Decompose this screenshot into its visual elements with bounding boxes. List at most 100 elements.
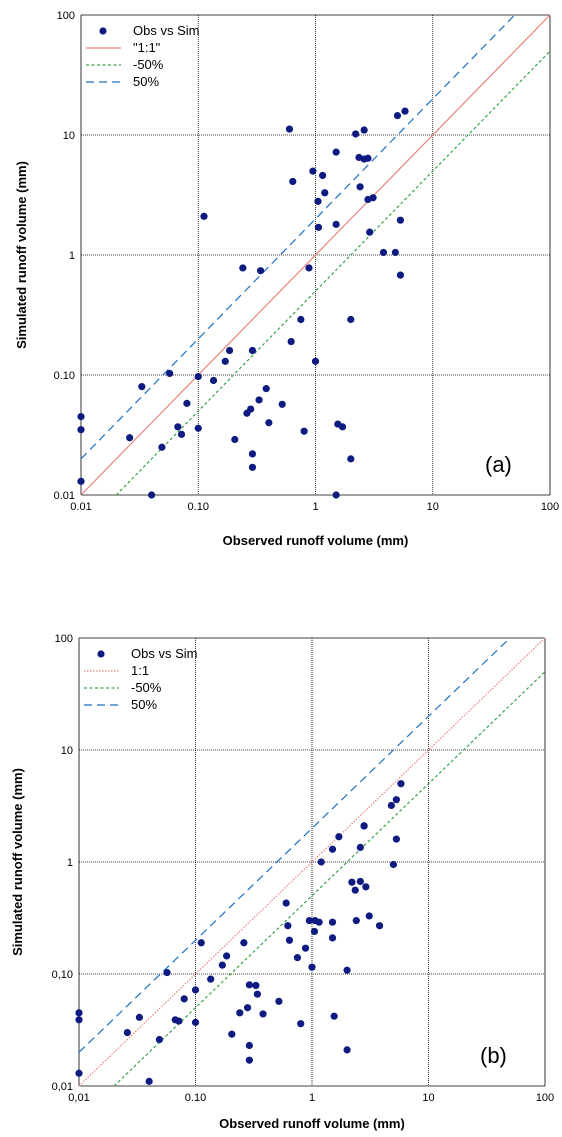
data-point xyxy=(397,780,405,788)
y-tick-label: 100 xyxy=(55,633,73,645)
x-tick-label: 1 xyxy=(312,501,318,513)
data-point xyxy=(147,491,156,499)
data-point xyxy=(275,997,283,1005)
data-point xyxy=(366,228,374,236)
y-tick-label: 1 xyxy=(67,857,73,869)
reference-line xyxy=(80,14,551,496)
data-point xyxy=(314,223,323,231)
data-point xyxy=(379,248,388,257)
data-point xyxy=(191,1018,200,1026)
data-point xyxy=(301,944,310,952)
data-point xyxy=(256,267,265,275)
data-point xyxy=(347,315,355,324)
data-point xyxy=(293,954,302,962)
data-point xyxy=(284,922,292,930)
data-point xyxy=(287,337,295,346)
data-point xyxy=(163,968,171,977)
data-point xyxy=(343,966,351,974)
data-point xyxy=(343,1046,351,1054)
data-point xyxy=(207,975,215,983)
data-point xyxy=(393,112,402,120)
data-point xyxy=(309,167,317,175)
data-point xyxy=(396,216,405,224)
data-point xyxy=(265,419,273,427)
y-tick-label: 1 xyxy=(69,250,75,262)
data-point xyxy=(243,1004,252,1012)
data-point xyxy=(392,796,400,804)
y-tick-label: 0.10 xyxy=(54,370,75,382)
data-point xyxy=(228,1030,236,1038)
data-point xyxy=(191,986,200,994)
data-point xyxy=(77,426,85,434)
data-point xyxy=(365,912,373,920)
data-point xyxy=(138,383,146,391)
data-point xyxy=(300,427,308,435)
data-point xyxy=(252,981,260,990)
x-axis-label: Observed runoff volume (mm) xyxy=(223,533,409,548)
data-point xyxy=(231,435,239,444)
data-point xyxy=(223,952,231,960)
data-point xyxy=(328,934,337,942)
x-tick-label: 100 xyxy=(536,1092,554,1104)
data-point xyxy=(392,835,400,843)
data-point xyxy=(360,126,368,134)
data-point xyxy=(362,883,370,891)
data-point xyxy=(255,396,263,404)
data-point xyxy=(248,450,257,458)
data-point xyxy=(194,424,202,432)
legend-label: Obs vs Sim xyxy=(133,23,199,38)
x-tick-label: 10 xyxy=(422,1092,434,1104)
x-tick-label: 0.10 xyxy=(185,1092,206,1104)
x-tick-label: 10 xyxy=(427,501,439,513)
data-point xyxy=(183,399,191,407)
y-tick-label: 10 xyxy=(63,130,75,142)
data-point xyxy=(262,385,270,393)
legend-label: -50% xyxy=(133,57,164,72)
data-point xyxy=(135,1013,144,1021)
y-tick-label: 0,01 xyxy=(52,1081,73,1093)
data-point xyxy=(278,400,286,408)
legend-label: "1:1" xyxy=(133,40,161,55)
data-point xyxy=(245,981,253,989)
data-point xyxy=(253,990,262,998)
reference-line xyxy=(115,50,551,496)
data-point xyxy=(297,1020,305,1028)
data-point xyxy=(240,939,248,947)
panel-label: (a) xyxy=(485,452,512,477)
data-point xyxy=(77,413,85,421)
data-point xyxy=(328,845,337,853)
legend-label: -50% xyxy=(131,680,162,695)
data-point xyxy=(221,357,229,365)
data-point xyxy=(347,455,355,463)
legend-label: 50% xyxy=(131,697,157,712)
data-point xyxy=(197,939,205,947)
data-point xyxy=(338,423,347,431)
data-point xyxy=(145,1077,153,1085)
data-point xyxy=(282,899,290,907)
data-point xyxy=(175,1017,183,1025)
data-point xyxy=(285,125,294,133)
data-point xyxy=(401,107,409,115)
legend-marker xyxy=(97,650,105,658)
x-tick-label: 1 xyxy=(309,1092,315,1104)
data-point xyxy=(158,443,166,451)
data-point xyxy=(289,177,297,186)
x-axis-label: Observed runoff volume (mm) xyxy=(219,1116,405,1131)
data-point xyxy=(396,271,405,279)
data-point xyxy=(218,961,226,969)
data-point xyxy=(248,463,257,471)
data-point xyxy=(209,376,218,385)
data-point xyxy=(200,212,208,220)
x-tick-label: 0,01 xyxy=(68,1092,89,1104)
y-axis-label: Simulated runoff volume (mm) xyxy=(14,161,29,349)
data-point xyxy=(75,1069,83,1077)
data-point xyxy=(328,918,337,926)
data-point xyxy=(245,1056,253,1064)
y-axis-label: Simulated runoff volume (mm) xyxy=(10,768,25,956)
data-point xyxy=(315,918,323,926)
y-tick-label: 10 xyxy=(61,745,73,757)
data-point xyxy=(389,860,398,869)
panel-label: (b) xyxy=(480,1043,507,1068)
data-point xyxy=(351,886,359,894)
